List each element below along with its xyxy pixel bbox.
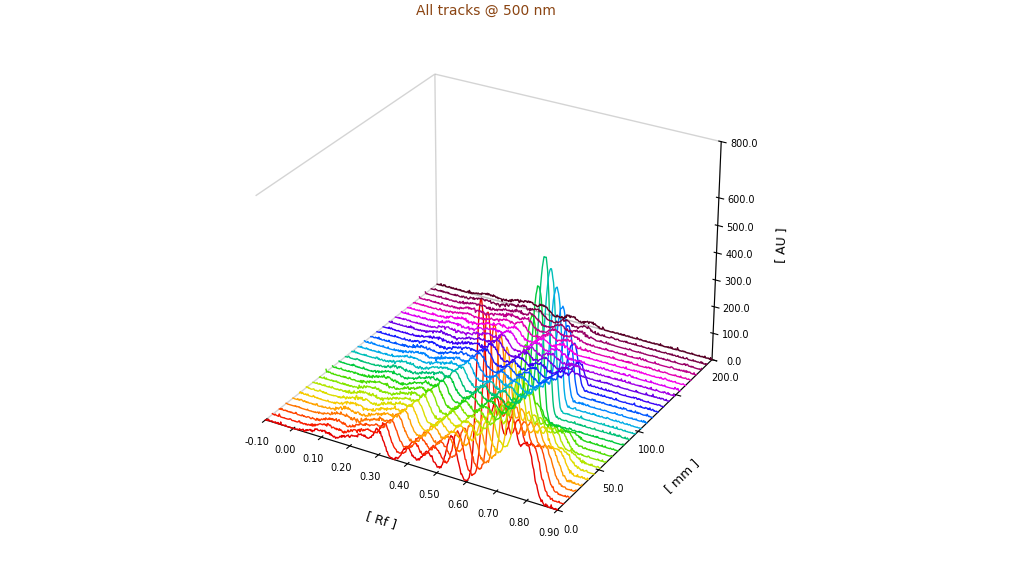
Title: All tracks @ 500 nm: All tracks @ 500 nm	[416, 4, 556, 18]
X-axis label: [ Rf ]: [ Rf ]	[364, 509, 398, 531]
Y-axis label: [ mm ]: [ mm ]	[662, 457, 701, 496]
